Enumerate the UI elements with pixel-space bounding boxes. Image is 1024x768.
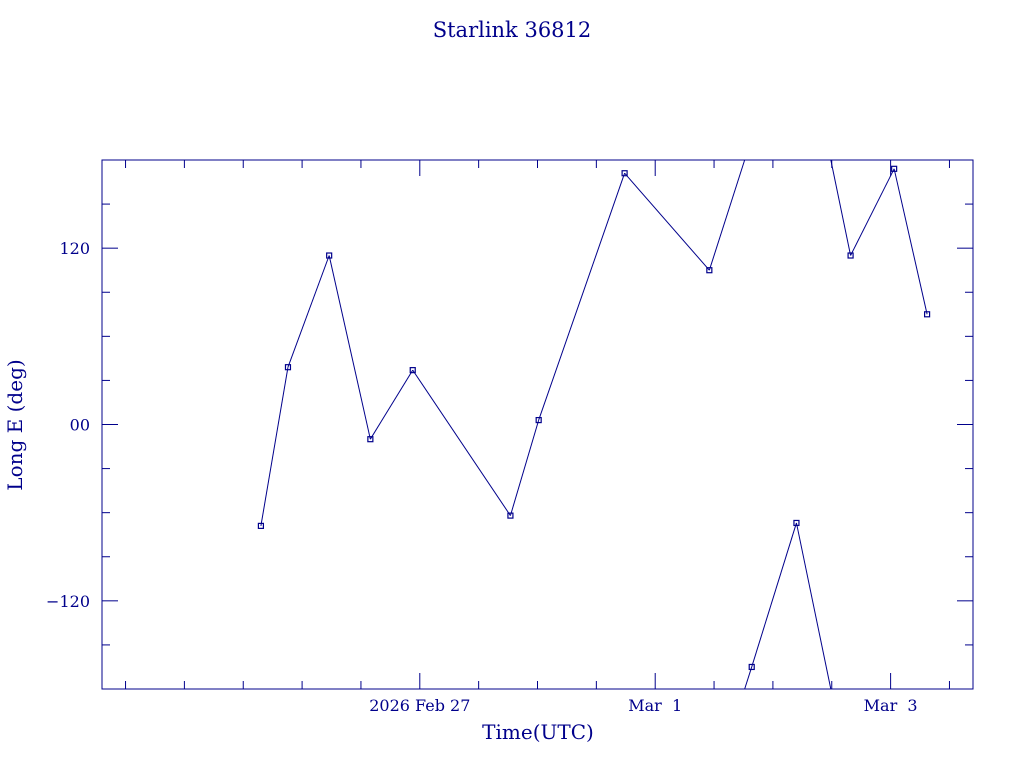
series-segment xyxy=(287,255,330,368)
series-longitude xyxy=(257,159,931,690)
series-segment xyxy=(369,369,414,440)
series-segment xyxy=(328,255,371,440)
axis-ticks xyxy=(102,160,973,689)
data-point xyxy=(367,436,374,443)
y-tick-label: 00 xyxy=(70,416,90,435)
data-point xyxy=(847,252,854,259)
data-point xyxy=(326,252,333,259)
chart-title: Starlink 36812 xyxy=(433,18,592,42)
series-segment xyxy=(509,419,540,516)
series-segment xyxy=(624,172,710,271)
series-segment xyxy=(893,168,928,315)
tick-labels: 2026 Feb 27 Mar 1 Mar 3 120 00 −120 xyxy=(46,239,918,715)
y-tick-label: 120 xyxy=(59,239,90,258)
series-segment xyxy=(795,522,832,690)
series-segment xyxy=(850,168,895,256)
data-point xyxy=(793,519,800,527)
series-segment xyxy=(744,666,753,690)
data-point xyxy=(706,267,713,274)
series-segment xyxy=(538,173,626,421)
y-axis-label: Long E (deg) xyxy=(3,359,27,490)
data-point xyxy=(621,170,628,177)
x-tick-label: Mar 1 xyxy=(628,696,682,715)
data-point xyxy=(923,311,931,318)
x-tick-label: Mar 3 xyxy=(864,696,918,715)
data-point xyxy=(409,367,416,374)
y-tick-label: −120 xyxy=(46,592,90,611)
series-segment xyxy=(751,522,797,668)
x-axis-label: Time(UTC) xyxy=(482,720,594,744)
series-segment xyxy=(830,159,852,256)
data-point xyxy=(748,663,755,671)
x-tick-label: 2026 Feb 27 xyxy=(369,696,470,715)
data-point xyxy=(891,165,898,172)
data-point xyxy=(535,416,542,424)
series-segment xyxy=(708,159,746,271)
series-segment xyxy=(260,367,289,526)
data-point xyxy=(284,364,292,371)
data-point xyxy=(257,522,264,529)
data-point xyxy=(507,512,514,519)
series-segment xyxy=(412,369,511,516)
